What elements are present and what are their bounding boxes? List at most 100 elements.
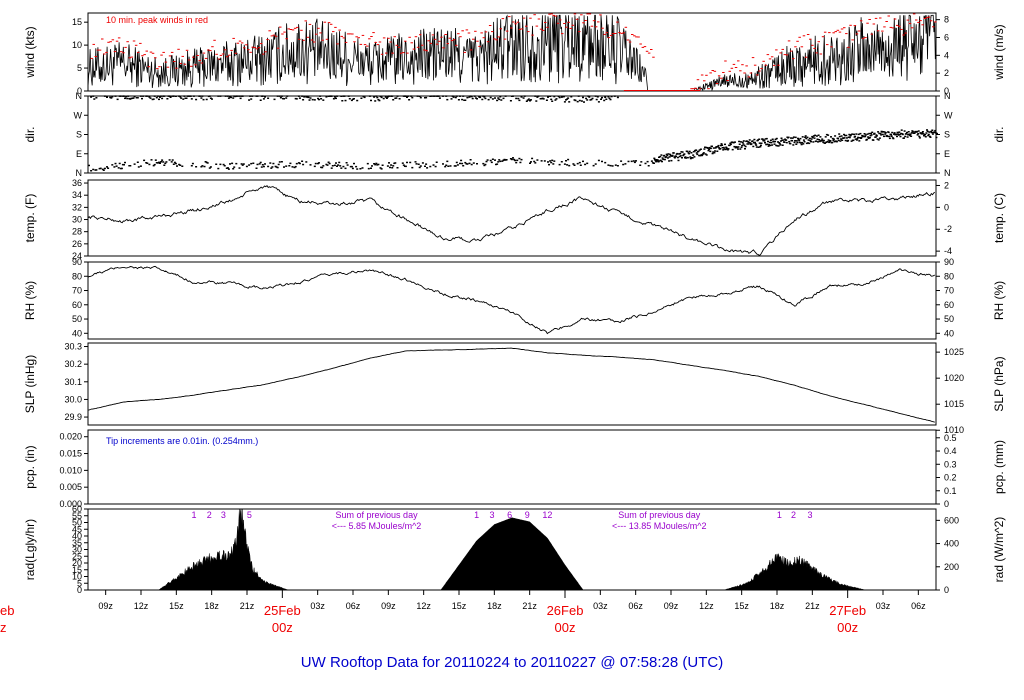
dir-mark: [854, 138, 857, 140]
series-rad-day2: [441, 517, 583, 591]
dir-mark: [853, 133, 855, 136]
dir-mark: [136, 161, 139, 163]
dir-mark: [928, 131, 931, 133]
dir-mark: [335, 97, 337, 100]
dir-mark: [891, 131, 894, 134]
dir-mark: [747, 141, 749, 143]
dir-mark: [120, 167, 123, 170]
panel-rh-frame: [87, 261, 937, 340]
dir-mark: [572, 163, 575, 165]
dir-mark: [479, 96, 482, 99]
dir-mark: [781, 139, 784, 141]
dir-mark: [275, 166, 278, 168]
dir-mark: [376, 96, 379, 99]
dir-mark: [627, 160, 630, 163]
dir-mark: [549, 95, 552, 97]
dir-mark: [548, 163, 550, 166]
dir-mark: [342, 95, 345, 97]
right-axis-label: temp. (C): [992, 193, 1006, 243]
dir-mark: [821, 138, 824, 140]
dir-mark: [201, 95, 204, 97]
x-tick-label: 06z: [346, 601, 361, 611]
dir-mark: [597, 101, 600, 103]
dir-mark: [136, 97, 139, 99]
dir-mark: [222, 163, 225, 166]
dir-mark: [161, 159, 164, 161]
dir-mark: [745, 140, 748, 142]
dir-mark: [491, 158, 494, 160]
dir-mark: [703, 148, 706, 150]
dir-mark: [342, 165, 345, 168]
dir-mark: [308, 99, 311, 101]
dir-mark: [484, 97, 487, 100]
dir-mark: [742, 143, 745, 145]
dir-mark: [832, 139, 835, 142]
dir-mark: [111, 164, 114, 166]
dir-mark: [356, 168, 359, 170]
dir-mark: [510, 95, 513, 97]
dir-mark: [920, 133, 923, 135]
x-tick-label: 18z: [770, 601, 785, 611]
dir-mark: [868, 137, 871, 139]
dir-mark: [325, 163, 328, 166]
dir-mark: [319, 95, 322, 97]
dir-mark: [934, 132, 937, 134]
dir-mark: [570, 96, 573, 98]
dir-mark: [867, 136, 870, 138]
left-tick-label: E: [76, 149, 82, 159]
dir-mark: [174, 162, 177, 165]
dir-mark: [716, 150, 719, 152]
dir-mark: [518, 157, 521, 160]
dir-mark: [302, 163, 305, 166]
dir-mark: [484, 163, 487, 166]
dir-mark: [658, 160, 661, 162]
dir-mark: [320, 98, 323, 100]
dir-mark: [332, 98, 335, 100]
x-tick-label: 15z: [734, 601, 749, 611]
dir-mark: [848, 136, 851, 139]
dir-mark: [264, 96, 266, 98]
right-axis-label: pcp. (mm): [992, 440, 1006, 494]
right-tick-label: 40: [944, 328, 954, 338]
dir-mark: [794, 136, 797, 139]
dir-mark: [712, 147, 715, 149]
dir-mark: [242, 163, 245, 165]
dir-mark: [567, 158, 570, 161]
dir-mark: [927, 133, 930, 136]
dir-mark: [814, 134, 817, 137]
right-tick-label: 6: [944, 32, 949, 42]
dir-mark: [473, 95, 476, 97]
dir-mark: [547, 96, 549, 98]
dir-mark: [764, 142, 766, 144]
dir-mark: [351, 98, 354, 100]
dir-mark: [802, 139, 805, 141]
dir-mark: [670, 159, 673, 162]
dir-mark: [182, 98, 185, 100]
dir-mark: [163, 164, 166, 166]
dir-mark: [887, 131, 890, 134]
right-axis-label: dir.: [992, 126, 1006, 142]
dir-mark: [534, 162, 537, 164]
dir-mark: [607, 164, 610, 166]
dir-mark: [565, 160, 567, 162]
dir-mark: [436, 95, 439, 97]
dir-mark: [659, 155, 662, 158]
dir-mark: [293, 166, 296, 169]
dir-mark: [758, 138, 761, 140]
dir-mark: [795, 143, 798, 145]
dir-mark: [163, 95, 166, 97]
dir-mark: [864, 134, 867, 136]
dir-mark: [223, 165, 226, 167]
rad-hour-mark: 3: [221, 510, 226, 520]
x-tick-label: 21z: [522, 601, 537, 611]
dir-mark: [829, 140, 832, 142]
dir-mark: [918, 135, 921, 138]
dir-mark: [219, 163, 222, 166]
dir-mark: [418, 95, 421, 97]
dir-mark: [551, 100, 554, 102]
dir-mark: [171, 95, 174, 97]
dir-mark: [154, 159, 157, 161]
dir-mark: [811, 135, 814, 138]
dir-mark: [768, 144, 771, 146]
